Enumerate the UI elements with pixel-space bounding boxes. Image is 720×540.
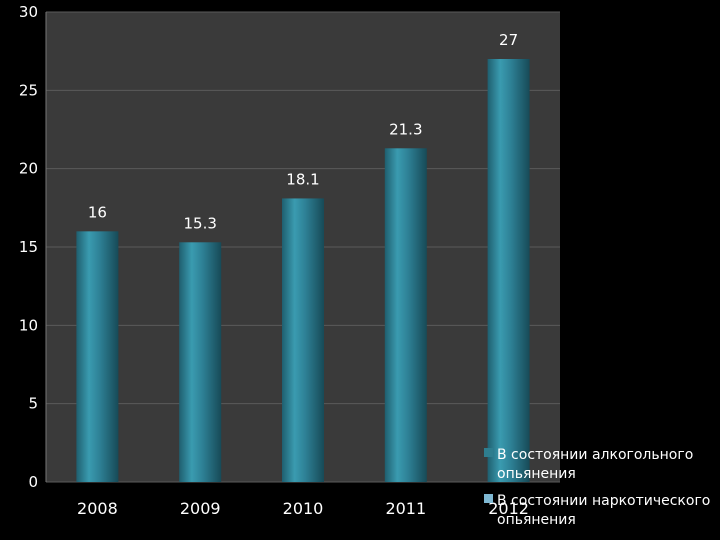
bar: [179, 242, 222, 482]
legend-label: В состоянии наркотического: [497, 493, 710, 509]
bars: [76, 59, 530, 483]
bar: [76, 231, 119, 482]
data-label: 21.3: [389, 120, 422, 138]
x-tick-label: 2011: [385, 499, 426, 518]
data-label: 18.1: [286, 170, 319, 188]
bar: [384, 148, 427, 483]
legend-label: опьянения: [497, 512, 576, 528]
y-tick-label: 10: [19, 316, 38, 334]
bar: [487, 59, 530, 482]
x-tick-label: 2008: [77, 499, 118, 518]
x-tick-label: 2009: [180, 499, 221, 518]
y-tick-label: 15: [19, 238, 38, 256]
x-tick-label: 2010: [283, 499, 324, 518]
y-tick-label: 5: [28, 395, 38, 413]
legend-swatch: [484, 494, 493, 503]
y-axis: 0 5 10 15 20 25 30: [19, 3, 47, 491]
legend-label: В состоянии алкогольного: [497, 447, 693, 463]
legend-item: В состоянии наркотического опьянения: [484, 493, 710, 528]
legend-label: опьянения: [497, 466, 576, 482]
legend-item: В состоянии алкогольного опьянения: [484, 447, 693, 482]
x-tick-label: 2012: [488, 499, 529, 518]
y-tick-label: 20: [19, 160, 38, 178]
x-axis: 2008 2009 2010 2011 2012: [77, 499, 529, 518]
y-tick-label: 0: [28, 473, 38, 491]
bar: [282, 198, 324, 482]
data-labels: 16 15.3 18.1 21.3 27: [88, 31, 518, 232]
data-label: 15.3: [183, 214, 216, 232]
data-label: 27: [499, 31, 518, 49]
y-tick-label: 25: [19, 81, 38, 99]
legend-swatch: [484, 448, 493, 457]
y-tick-label: 30: [19, 3, 38, 21]
data-label: 16: [88, 203, 107, 221]
